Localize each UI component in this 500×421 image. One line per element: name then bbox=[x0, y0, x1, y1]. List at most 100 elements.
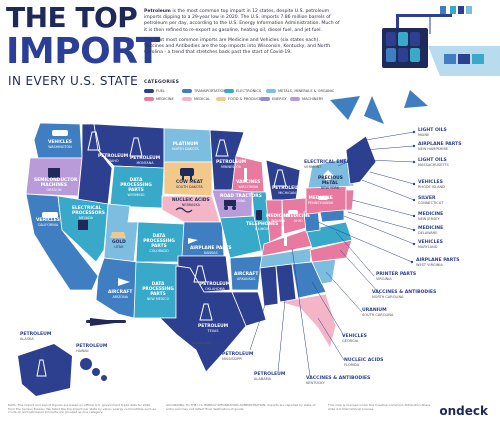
label-new-mexico: DATA PROCESSING PARTS NEW MEXICO bbox=[140, 282, 176, 302]
label-title: AIRPLANE PARTS bbox=[190, 246, 232, 251]
label-sub: WASHINGTON bbox=[48, 145, 72, 149]
label-sub: WISCONSIN bbox=[238, 185, 259, 189]
label-title: TELEPHONES bbox=[246, 222, 279, 227]
callout-sub: NORTH CAROLINA bbox=[372, 295, 404, 300]
callout-sub: DELAWARE bbox=[418, 231, 438, 236]
callout-title: VACCINES & ANTIBODIES bbox=[372, 290, 437, 295]
legend-swatch bbox=[290, 97, 300, 101]
oil-derrick-icon bbox=[129, 137, 143, 157]
state-hawaii bbox=[92, 368, 100, 376]
legend-swatch bbox=[144, 97, 154, 101]
callout-kentucky: VACCINES & ANTIBODIES KENTUCKY bbox=[306, 376, 370, 386]
label-title: VEHICLES bbox=[36, 218, 60, 223]
state-texas bbox=[159, 265, 247, 373]
legend-item-food: FOOD & PRODUCE bbox=[216, 96, 261, 102]
label-idaho: PETROLEUM IDAHO bbox=[98, 154, 128, 164]
tractor-icon bbox=[224, 200, 236, 210]
label-title: PETROLEUM bbox=[76, 344, 108, 349]
callout-sub: GEORGIA bbox=[342, 339, 359, 344]
label-montana: PETROLEUM MONTANA bbox=[130, 156, 160, 166]
callout-mississippi: PETROLEUM MISSISSIPPI bbox=[222, 352, 253, 362]
callout-alabama: PETROLEUM ALABAMA bbox=[254, 372, 285, 382]
label-sub: ILLINOIS bbox=[255, 227, 270, 231]
label-sub: INDIANA bbox=[270, 219, 286, 223]
callout-louisiana: PETROLEUM LOUISIANA bbox=[192, 336, 223, 346]
callout-new-jersey: MEDICINE NEW JERSEY bbox=[418, 212, 443, 222]
label-illinois: TELEPHONES ILLINOIS bbox=[246, 222, 278, 232]
cow-icon bbox=[180, 168, 194, 180]
label-ohio: MEDICINE OHIO bbox=[286, 214, 310, 224]
callout-title: LIGHT OILS bbox=[418, 158, 447, 163]
label-title: AIRCRAFT bbox=[108, 290, 133, 295]
callout-rhode-island: VEHICLES RHODE ISLAND bbox=[418, 180, 445, 190]
state-florida bbox=[279, 293, 337, 350]
label-sub: HAWAII bbox=[76, 349, 89, 354]
label-sub: PENNSYLVANIA bbox=[308, 201, 334, 205]
callout-massachusetts: LIGHT OILS MASSACHUSETTS bbox=[418, 158, 449, 168]
label-title: MEDICINE bbox=[286, 214, 311, 219]
label-title: PETROLEUM bbox=[200, 282, 231, 287]
state-south-dakota bbox=[163, 161, 213, 197]
state-louisiana bbox=[231, 291, 267, 327]
callout-title: AIRPLANE PARTS bbox=[416, 258, 460, 263]
label-kansas: AIRPLANE PARTS KANSAS bbox=[190, 246, 232, 256]
state-mississippi bbox=[259, 265, 279, 307]
callout-sub: MASSACHUSETTS bbox=[418, 163, 449, 168]
callout-title: URANIUM bbox=[362, 308, 387, 313]
label-sub: NEW MEXICO bbox=[146, 297, 170, 301]
callout-title: VEHICLES bbox=[418, 180, 443, 185]
label-sub: ARKANSAS bbox=[237, 277, 256, 281]
legend-item-medical: MEDICAL bbox=[182, 96, 210, 102]
legend-item-machinery: MACHINERY bbox=[290, 96, 323, 102]
label-title: PRECIOUS METAL bbox=[318, 176, 343, 186]
callout-sub: MISSISSIPPI bbox=[222, 357, 243, 362]
callout-north-carolina: VACCINES & ANTIBODIES NORTH CAROLINA bbox=[372, 290, 436, 300]
callout-sub: NEW HAMPSHIRE bbox=[418, 147, 449, 152]
label-sub: KANSAS bbox=[203, 251, 218, 255]
intro-rest: is the most common top import in 12 stat… bbox=[144, 9, 340, 33]
label-sub: MINNESOTA bbox=[220, 165, 242, 169]
callout-title: MEDICINE bbox=[418, 226, 444, 231]
callout-sub: MARYLAND bbox=[418, 245, 438, 250]
title-line-2: IMPORT bbox=[6, 31, 160, 72]
label-sub: MONTANA bbox=[136, 161, 154, 165]
callout-sub: NEW JERSEY bbox=[418, 217, 440, 222]
callout-title: VACCINES & ANTIBODIES bbox=[306, 376, 371, 381]
label-oklahoma: PETROLEUM OKLAHOMA bbox=[200, 282, 230, 292]
callout-title: PETROLEUM bbox=[254, 372, 286, 377]
callout-title: VEHICLES bbox=[342, 334, 367, 339]
pill-icon bbox=[288, 196, 328, 214]
legend-item-metals: METALS, MINERALS & ORGANIC bbox=[266, 88, 334, 94]
label-michigan: PETROLEUM MICHIGAN bbox=[272, 186, 302, 196]
label-sub: NEW YORK bbox=[320, 186, 340, 190]
title-line-3: IN EVERY U.S. STATE bbox=[8, 74, 139, 88]
footer-license: This map is licensed under the Creative … bbox=[328, 403, 431, 411]
label-sub: ALASKA bbox=[20, 337, 34, 342]
callout-virginia: PRINTER PARTS VIRGINIA bbox=[376, 272, 416, 282]
label-north-dakota: PLATINUM NORTH DAKOTA bbox=[172, 142, 199, 152]
label-sub: WYOMING bbox=[127, 193, 145, 197]
chip-icon bbox=[48, 168, 88, 230]
callout-title: MEDICINE bbox=[418, 212, 444, 217]
label-title: MEDICINE bbox=[308, 196, 333, 201]
label-sub: NEVADA bbox=[79, 216, 93, 220]
label-title: COW MEAT bbox=[176, 180, 203, 185]
legend-label: ENERGY bbox=[272, 97, 287, 101]
callout-title: AIRPLANE PARTS bbox=[418, 142, 462, 147]
legend-label: FUEL bbox=[156, 89, 165, 93]
label-sub: NORTH DAKOTA bbox=[172, 147, 199, 151]
legend-item-fuel: FUEL bbox=[144, 88, 165, 94]
label-sub: NEBRASKA bbox=[181, 203, 200, 207]
callout-sub: CONNECTICUT bbox=[418, 201, 444, 206]
oil-derrick-icon bbox=[215, 139, 229, 157]
dna-icon bbox=[175, 207, 193, 213]
callout-sub: WEST VIRGINIA bbox=[416, 263, 443, 268]
legend-item-medicine: MEDICINE bbox=[144, 96, 174, 102]
legend-item-electronics: ELECTRONICS bbox=[224, 88, 261, 94]
label-sub: TEXAS bbox=[207, 329, 219, 333]
label-title: MEDICINE bbox=[266, 214, 291, 219]
legend-label: TRANSPORTATION bbox=[194, 89, 227, 93]
state-north-carolina bbox=[309, 239, 353, 263]
alaska-hawaii-insets bbox=[18, 344, 107, 396]
